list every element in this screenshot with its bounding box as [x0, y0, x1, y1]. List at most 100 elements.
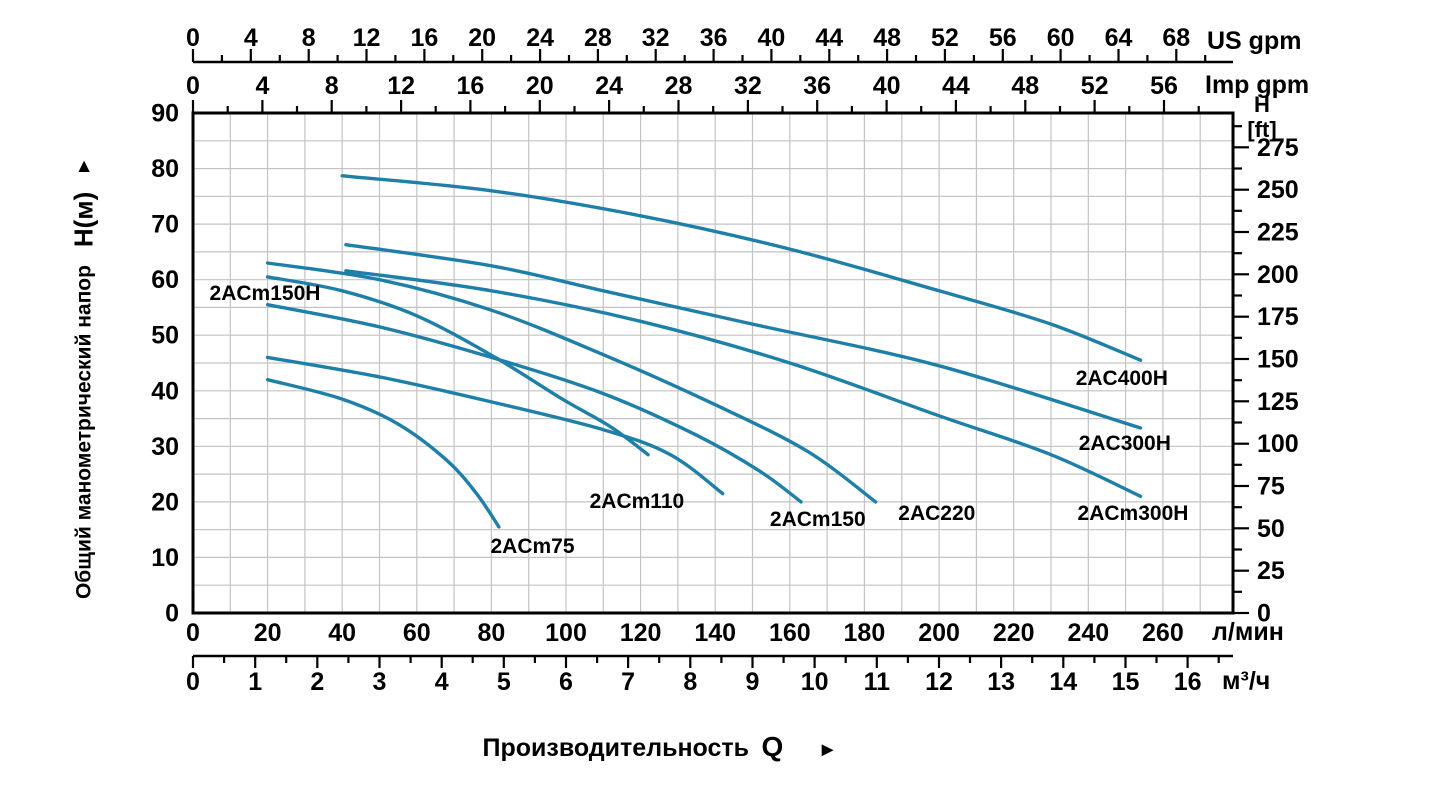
tick-label: 150 — [1257, 346, 1299, 374]
tick-label: 14 — [1049, 668, 1077, 696]
tick-label: 90 — [151, 100, 179, 128]
axis-unit-l-min: л/мин — [1212, 618, 1284, 646]
curve-label-2AC400H: 2AC400H — [1076, 367, 1168, 390]
tick-label: 1 — [248, 668, 262, 696]
tick-label: 44 — [942, 72, 970, 100]
tick-label: 60 — [151, 266, 179, 294]
tick-label: 60 — [403, 619, 431, 647]
tick-label: 200 — [1257, 261, 1299, 289]
tick-label: 8 — [325, 72, 339, 100]
tick-label: 28 — [584, 24, 612, 52]
tick-label: 44 — [815, 24, 843, 52]
curve-2ACm150 — [265, 303, 803, 504]
curve-label-2ACm110: 2ACm110 — [590, 490, 685, 513]
axis-imp-gpm: 0 4 8 12 16 20 24 28 32 36 40 44 48 52 56 Imp gpm — [186, 71, 1309, 113]
tick-label: 36 — [700, 24, 728, 52]
tick-label: 56 — [989, 24, 1017, 52]
tick-label: 50 — [1257, 515, 1285, 543]
curve-2AC220 — [265, 261, 878, 504]
tick-label: 0 — [1257, 600, 1271, 628]
tick-label: 5 — [497, 668, 511, 696]
tick-label: 50 — [151, 322, 179, 350]
tick-label: 64 — [1105, 24, 1133, 52]
tick-label: 52 — [1081, 72, 1109, 100]
curve-label-2ACm75: 2ACm75 — [490, 535, 574, 558]
gridlines — [193, 113, 1233, 613]
tick-label: 24 — [595, 72, 623, 100]
tick-label: 100 — [545, 619, 587, 647]
tick-label: 240 — [1067, 619, 1109, 647]
tick-label: 20 — [526, 72, 554, 100]
tick-label: 32 — [642, 24, 670, 52]
tick-label: 3 — [373, 668, 387, 696]
tick-label: 8 — [683, 668, 697, 696]
tick-label: 4 — [255, 72, 269, 100]
axis-unit-h-ft: [ft] — [1247, 117, 1276, 142]
tick-label: 16 — [456, 72, 484, 100]
tick-label: 30 — [151, 433, 179, 461]
curve-label-2ACm150: 2ACm150 — [770, 508, 866, 531]
curve-2ACm300H — [344, 269, 1143, 498]
tick-label: 20 — [151, 488, 179, 516]
tick-label: 4 — [244, 24, 258, 52]
tick-label: 275 — [1257, 134, 1299, 162]
tick-label: 0 — [186, 24, 200, 52]
axis-unit-m3-h: м³/ч — [1222, 667, 1270, 695]
tick-label: 4 — [435, 668, 449, 696]
y-axis-title-text: Общий манометрический напор — [72, 265, 95, 600]
tick-label: 2 — [310, 668, 324, 696]
tick-label: 36 — [803, 72, 831, 100]
tick-label: 160 — [769, 619, 811, 647]
axis-h-ft: 0 25 50 75 100 125 150 175 200 225 250 275 H[ft] — [1233, 92, 1299, 628]
curve-2ACm150H — [265, 275, 650, 457]
tick-label: 40 — [873, 72, 901, 100]
axis-unit-imp-gpm: Imp gpm — [1205, 71, 1309, 99]
tick-label: 68 — [1162, 24, 1190, 52]
tick-label: 40 — [328, 619, 356, 647]
curve-label-2AC220: 2AC220 — [898, 502, 975, 525]
tick-label: 100 — [1257, 430, 1299, 458]
tick-label: 6 — [559, 668, 573, 696]
tick-label: 15 — [1112, 668, 1140, 696]
curve-2AC400H — [340, 174, 1143, 362]
tick-label: 0 — [186, 668, 200, 696]
tick-label: 40 — [757, 24, 785, 52]
axis-unit-us-gpm: US gpm — [1207, 27, 1301, 55]
tick-label: 75 — [1257, 473, 1285, 501]
tick-label: 28 — [665, 72, 693, 100]
tick-label: 175 — [1257, 303, 1299, 331]
tick-label: 220 — [993, 619, 1035, 647]
tick-label: 13 — [987, 668, 1015, 696]
curve-2ACm75 — [265, 378, 501, 529]
tick-label: 7 — [621, 668, 635, 696]
axis-unit-h-ft: H — [1254, 92, 1270, 117]
curve-label-2AC300H: 2AC300H — [1079, 432, 1171, 455]
tick-label: 12 — [353, 24, 381, 52]
tick-label: 16 — [410, 24, 438, 52]
axis-us-gpm: 0 4 8 12 16 20 24 28 32 36 40 44 48 52 56 60 64 68 US gpm — [186, 24, 1301, 64]
tick-label: 10 — [151, 544, 179, 572]
tick-label: 10 — [801, 668, 829, 696]
curve-labels: 2AC400H 2AC300H 2ACm300H 2AC220 2ACm150 2ACm1… — [210, 282, 1189, 558]
tick-label: 8 — [302, 24, 316, 52]
tick-label: 12 — [387, 72, 415, 100]
tick-label: 60 — [1047, 24, 1075, 52]
tick-label: 125 — [1257, 388, 1299, 416]
tick-label: 225 — [1257, 219, 1299, 247]
tick-label: 180 — [844, 619, 886, 647]
tick-label: 80 — [151, 155, 179, 183]
tick-label: 24 — [526, 24, 554, 52]
tick-label: 9 — [746, 668, 760, 696]
tick-label: 52 — [931, 24, 959, 52]
axis-m3-h: 0 1 2 3 4 5 6 7 8 9 10 11 12 13 14 15 16 м³/ч — [186, 654, 1270, 696]
tick-label: 20 — [468, 24, 496, 52]
tick-label: 70 — [151, 211, 179, 239]
tick-label: 32 — [734, 72, 762, 100]
y-axis-symbol: H(м) — [68, 191, 99, 248]
x-axis-symbol: Q — [761, 731, 784, 762]
tick-label: 20 — [254, 619, 282, 647]
tick-label: 11 — [864, 668, 891, 696]
tick-label: 260 — [1142, 619, 1184, 647]
